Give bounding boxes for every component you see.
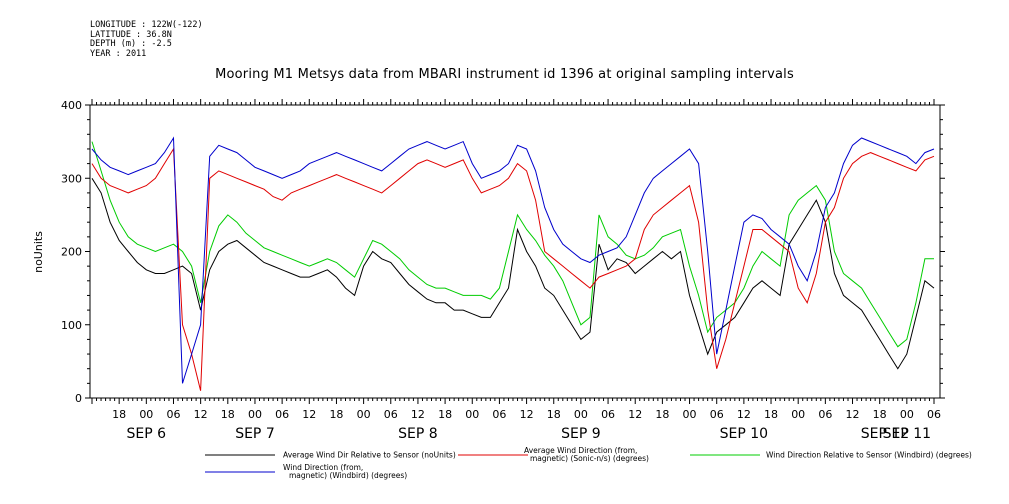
x-tick-label: 18: [873, 408, 887, 421]
x-tick-label: 00: [139, 408, 153, 421]
x-tick-label: 06: [492, 408, 506, 421]
y-tick-label: 100: [61, 319, 82, 332]
x-tick-label: 06: [384, 408, 398, 421]
series-layer: [91, 136, 935, 391]
y-axis-label: noUnits: [32, 231, 45, 273]
x-tick-label: 18: [221, 408, 235, 421]
x-tick-label: 06: [166, 408, 180, 421]
legend-label: Average Wind Direction (from,: [524, 446, 637, 455]
x-tick-label: 18: [764, 408, 778, 421]
x-tick-label: 18: [547, 408, 561, 421]
date-label: SEP 9: [561, 426, 601, 442]
x-tick-label: 18: [329, 408, 343, 421]
legend-label: Average Wind Dir Relative to Sensor (noU…: [283, 451, 456, 460]
date-label: SEP 11: [883, 426, 931, 442]
y-tick-label: 400: [61, 99, 82, 112]
x-tick-label: 00: [465, 408, 479, 421]
x-tick-label: 00: [574, 408, 588, 421]
y-tick-label: 300: [61, 172, 82, 185]
x-tick-label: 00: [357, 408, 371, 421]
date-label: SEP 7: [235, 426, 275, 442]
y-tick-label: 0: [75, 392, 82, 405]
legend-label: Wind Direction (from,: [283, 463, 363, 472]
x-tick-label: 18: [655, 408, 669, 421]
x-tick-label: 12: [520, 408, 534, 421]
series-line-blue: [91, 136, 935, 384]
date-label: SEP 8: [398, 426, 438, 442]
x-tick-label: 00: [248, 408, 262, 421]
chart-title: Mooring M1 Metsys data from MBARI instru…: [215, 67, 794, 82]
x-tick-label: 12: [737, 408, 751, 421]
x-tick-label: 12: [194, 408, 208, 421]
year-label: YEAR : 2011: [90, 48, 147, 59]
x-tick-label: 12: [628, 408, 642, 421]
x-tick-label: 06: [601, 408, 615, 421]
legend-label: magnetic) (Sonic-n/s) (degrees): [530, 454, 649, 463]
date-label: SEP 12: [861, 426, 909, 442]
x-tick-label: 00: [900, 408, 914, 421]
x-tick-label: 06: [818, 408, 832, 421]
date-label: SEP 10: [720, 426, 768, 442]
longitude-label: LONGITUDE : 122W(-122): [90, 20, 203, 30]
axes-layer: 0 100 200 300 400 18 00 06 12 18 00 06 12 18 00 06 12 18 0…: [61, 99, 945, 442]
series-line-black: [91, 178, 935, 370]
dataset-metadata: LONGITUDE : 122W(-122) LATITUDE : 36.8N …: [90, 20, 203, 59]
x-tick-label: 06: [927, 408, 941, 421]
x-tick-label: 12: [302, 408, 316, 421]
x-tick-label: 06: [710, 408, 724, 421]
x-tick-label: 00: [683, 408, 697, 421]
x-tick-label: 12: [411, 408, 425, 421]
legend-label: magnetic) (Windbird) (degrees): [289, 471, 407, 480]
x-tick-label: 18: [438, 408, 452, 421]
x-tick-label: 18: [112, 408, 126, 421]
series-line-green: [91, 141, 934, 348]
x-tick-label: 06: [275, 408, 289, 421]
x-tick-label: 12: [846, 408, 860, 421]
y-tick-label: 200: [61, 246, 82, 259]
plot-frame: [89, 104, 941, 399]
latitude-label: LATITUDE : 36.8N: [90, 29, 172, 40]
date-label: SEP 6: [127, 426, 167, 442]
x-tick-label: 00: [791, 408, 805, 421]
legend-label: Wind Direction Relative to Sensor (Windb…: [766, 451, 972, 460]
series-line-red: [91, 147, 935, 391]
legend: Average Wind Dir Relative to Sensor (noU…: [205, 446, 972, 480]
depth-label: DEPTH (m) : -2.5: [90, 39, 172, 49]
